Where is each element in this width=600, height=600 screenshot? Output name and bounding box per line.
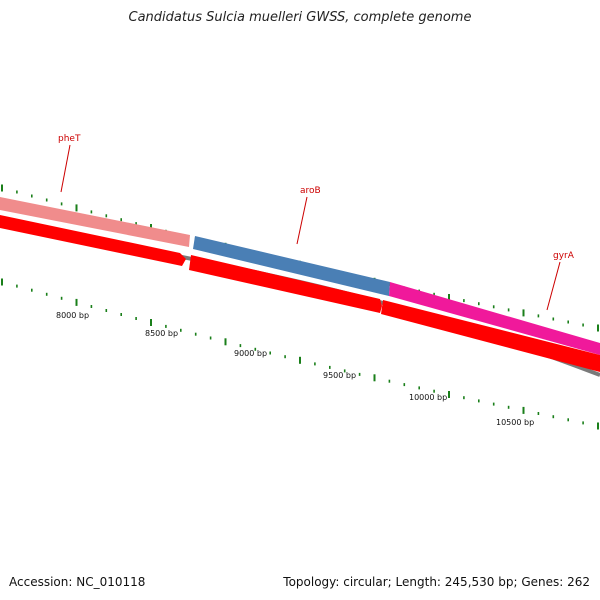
label-pointer-aroB	[296, 196, 308, 245]
feature-gyrA[interactable]	[389, 282, 600, 355]
label-pointer-gyrA	[546, 261, 561, 311]
bp-label: 10000 bp	[409, 393, 447, 402]
bp-label: 8500 bp	[145, 329, 178, 338]
feature-aroB[interactable]	[193, 236, 390, 296]
bp-label: 9500 bp	[323, 371, 356, 380]
gene-label-aroB[interactable]: aroB	[300, 186, 321, 196]
gene-label-pheT[interactable]: pheT	[58, 134, 81, 144]
gene-label-gyrA[interactable]: gyrA	[553, 251, 575, 261]
accession-text: Accession: NC_010118	[9, 575, 146, 589]
genome-summary-text: Topology: circular; Length: 245,530 bp; …	[283, 575, 590, 589]
bp-label: 10500 bp	[496, 418, 534, 427]
cds-arrow-1[interactable]	[0, 215, 186, 266]
genome-backbone	[0, 223, 600, 377]
bp-label: 8000 bp	[56, 311, 89, 320]
feature-pheT[interactable]	[0, 197, 190, 247]
cds-arrow-2[interactable]	[189, 255, 382, 313]
map-title: Candidatus Sulcia muelleri GWSS, complet…	[128, 10, 472, 25]
bp-label: 9000 bp	[234, 349, 267, 358]
cds-arrow-3[interactable]	[381, 300, 600, 372]
label-pointer-pheT	[60, 144, 71, 193]
